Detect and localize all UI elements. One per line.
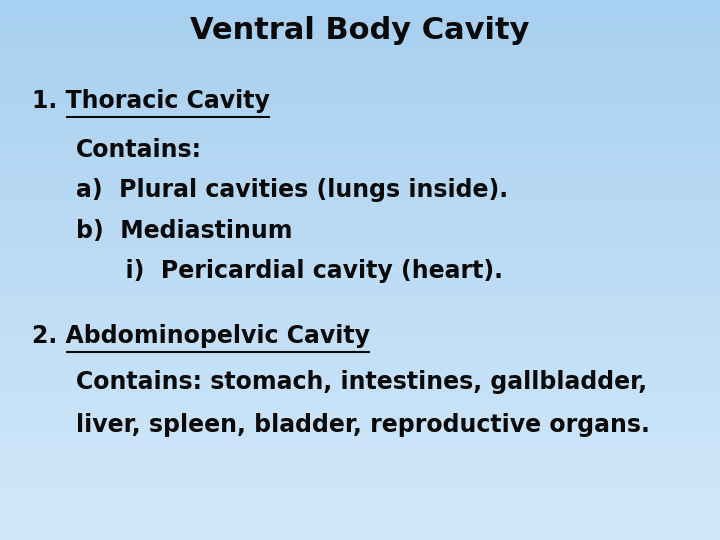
Text: 1. Thoracic Cavity: 1. Thoracic Cavity bbox=[32, 89, 270, 113]
Text: Contains:: Contains: bbox=[76, 138, 202, 161]
Text: a)  Plural cavities (lungs inside).: a) Plural cavities (lungs inside). bbox=[76, 178, 508, 202]
Text: liver, spleen, bladder, reproductive organs.: liver, spleen, bladder, reproductive org… bbox=[76, 413, 649, 437]
Text: Contains: stomach, intestines, gallbladder,: Contains: stomach, intestines, gallbladd… bbox=[76, 370, 647, 394]
Text: i)  Pericardial cavity (heart).: i) Pericardial cavity (heart). bbox=[76, 259, 503, 283]
Text: 2. Abdominopelvic Cavity: 2. Abdominopelvic Cavity bbox=[32, 324, 370, 348]
Text: b)  Mediastinum: b) Mediastinum bbox=[76, 219, 292, 242]
Text: Ventral Body Cavity: Ventral Body Cavity bbox=[190, 16, 530, 45]
